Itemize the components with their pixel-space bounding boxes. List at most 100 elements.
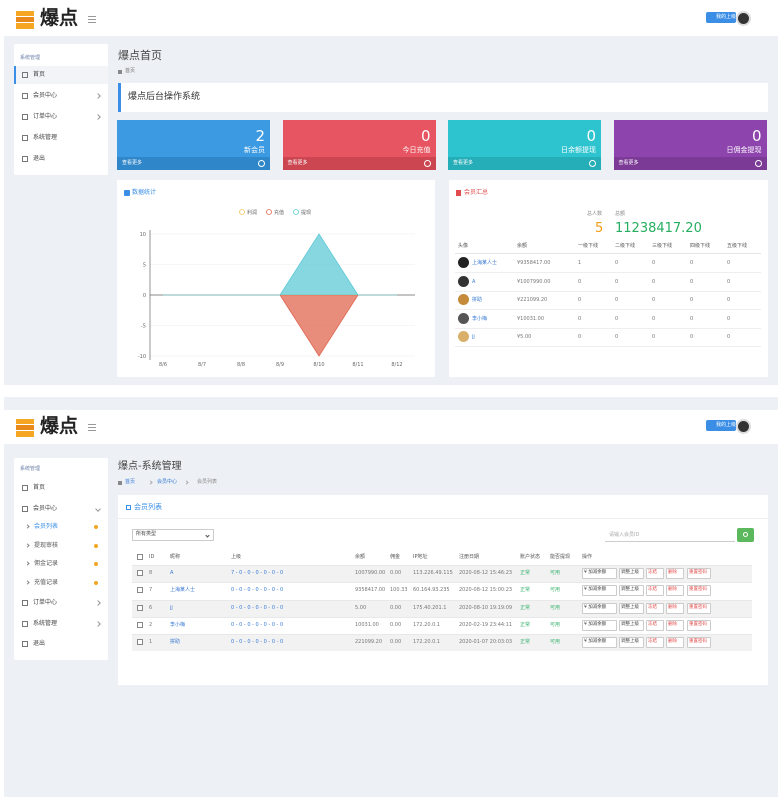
sidebar-subitem[interactable]: 会员列表 [34, 523, 59, 530]
sidebar-item[interactable]: 订单中心 [33, 113, 58, 120]
action-button[interactable] [582, 602, 617, 614]
search-input[interactable] [605, 529, 735, 542]
action-button[interactable] [582, 568, 617, 579]
breadcrumb[interactable]: 会员列表 [197, 479, 218, 485]
member-name[interactable]: A [472, 278, 476, 285]
sidebar-item[interactable]: 订单中心 [33, 599, 58, 606]
stat-more[interactable]: 查看更多 [122, 160, 143, 166]
action-label[interactable]: 重置密码 [689, 621, 707, 627]
action-button[interactable] [646, 637, 664, 649]
sidebar-item[interactable]: 退出 [33, 640, 46, 647]
action-label[interactable]: 冻结 [648, 604, 657, 610]
sidebar-subitem[interactable]: 充值记录 [34, 578, 59, 586]
sidebar-item[interactable]: 首页 [33, 71, 46, 78]
action-label[interactable]: 调整上级 [621, 639, 639, 645]
action-label[interactable]: ¥ 加减余额 [584, 570, 607, 575]
stat-more[interactable]: 查看更多 [618, 160, 639, 166]
sidebar-item[interactable]: 首页 [33, 484, 46, 491]
action-button[interactable] [666, 637, 684, 649]
stat-more[interactable]: 查看更多 [287, 160, 308, 166]
action-button[interactable] [687, 602, 711, 614]
table-cell[interactable]: 拼助 [170, 639, 181, 646]
action-label[interactable]: 冻结 [648, 587, 657, 593]
breadcrumb[interactable]: 会员中心 [157, 479, 178, 485]
breadcrumb[interactable]: 首页 [125, 68, 136, 74]
action-button[interactable] [619, 602, 644, 614]
checkbox[interactable] [137, 621, 143, 628]
action-label[interactable]: 冻结 [648, 570, 657, 575]
breadcrumb[interactable]: 首页 [125, 479, 136, 485]
action-label[interactable]: 冻结 [648, 621, 657, 627]
action-button[interactable] [646, 568, 664, 579]
action-button[interactable] [646, 585, 664, 597]
action-label[interactable]: 调整上级 [621, 621, 639, 627]
action-button[interactable] [619, 568, 644, 579]
action-label[interactable]: 删除 [668, 639, 677, 645]
action-label[interactable]: 删除 [668, 604, 677, 610]
table-cell[interactable]: jj [170, 604, 173, 611]
sidebar-item[interactable]: 会员中心 [33, 505, 58, 512]
action-button[interactable] [687, 637, 711, 649]
action-label[interactable]: 调整上级 [621, 570, 639, 575]
action-button[interactable] [582, 619, 617, 631]
action-button[interactable] [619, 619, 644, 631]
action-button[interactable] [666, 568, 684, 579]
action-label[interactable]: 重置密码 [689, 587, 707, 593]
badge[interactable] [706, 420, 736, 431]
action-label[interactable]: ¥ 加减余额 [584, 604, 607, 610]
action-label[interactable]: ¥ 加减余额 [584, 587, 607, 593]
action-button[interactable] [666, 585, 684, 597]
chart-holder: -10 -5 0 5 10 8/6 8/7 8/8 8/9 8/10 8/11 8/12 利润 充值 提现 [117, 180, 435, 377]
action-label[interactable]: 重置密码 [689, 639, 707, 645]
legend-marker [293, 209, 299, 215]
action-label[interactable]: 删除 [668, 621, 677, 627]
action-label[interactable]: 冻结 [648, 639, 657, 645]
action-label[interactable]: ¥ 加减余额 [584, 621, 607, 627]
table-cell[interactable]: 李小梅 [170, 621, 186, 628]
action-button[interactable] [619, 585, 644, 597]
sidebar-subitem[interactable]: 提现审核 [34, 541, 59, 549]
checkbox[interactable] [137, 554, 143, 560]
menu-icon[interactable] [88, 424, 96, 431]
sidebar-item[interactable]: 系统管理 [33, 619, 58, 627]
table-cell[interactable]: 上海某人士 [170, 587, 196, 594]
member-name[interactable]: 李小梅 [472, 315, 488, 322]
action-label[interactable]: 调整上级 [621, 604, 639, 610]
action-label[interactable]: 重置密码 [689, 570, 707, 575]
sidebar-subitem[interactable]: 佣金记录 [34, 560, 59, 567]
action-label[interactable]: 调整上级 [621, 587, 639, 593]
action-button[interactable] [646, 602, 664, 614]
action-button[interactable] [666, 619, 684, 631]
checkbox[interactable] [137, 604, 143, 611]
action-label[interactable]: 删除 [668, 587, 677, 593]
filter-select[interactable] [132, 529, 214, 541]
stat-more[interactable]: 查看更多 [453, 160, 474, 166]
menu-icon[interactable] [88, 16, 96, 23]
action-button[interactable] [582, 637, 617, 649]
action-button[interactable] [687, 619, 711, 631]
action-label[interactable]: 删除 [668, 570, 677, 575]
logo-text: 爆点 [40, 415, 79, 437]
action-label[interactable]: ¥ 加减余额 [584, 639, 607, 645]
action-button[interactable] [646, 619, 664, 631]
checkbox[interactable] [137, 639, 143, 646]
avatar[interactable] [736, 419, 751, 434]
action-button[interactable] [687, 585, 711, 597]
action-button[interactable] [666, 602, 684, 614]
avatar[interactable] [736, 11, 751, 26]
member-name[interactable]: jj [472, 334, 475, 340]
member-name[interactable]: 拼助 [472, 297, 483, 303]
member-name[interactable]: 上海某人士 [472, 260, 498, 266]
action-button[interactable] [582, 585, 617, 597]
badge[interactable] [706, 12, 736, 23]
checkbox[interactable] [137, 587, 143, 594]
sidebar-item[interactable]: 会员中心 [33, 92, 58, 99]
action-label[interactable]: 重置密码 [689, 604, 707, 610]
sidebar-item[interactable]: 退出 [33, 155, 46, 162]
checkbox[interactable] [137, 570, 143, 576]
sidebar-item[interactable]: 系统管理 [33, 134, 58, 141]
x-tick-label: 8/11 [352, 362, 363, 368]
action-button[interactable] [687, 568, 711, 579]
table-cell[interactable]: A [170, 570, 174, 576]
action-button[interactable] [619, 637, 644, 649]
